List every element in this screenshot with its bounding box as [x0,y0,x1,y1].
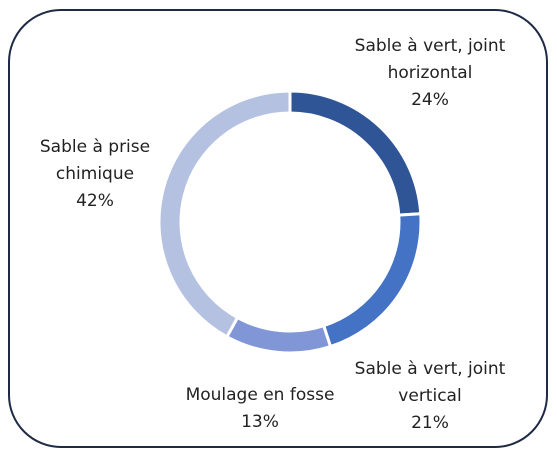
category-label: Moulage en fosse [185,385,335,405]
data-label: Sable à vert, joint horizontal 24% [330,33,530,114]
data-label: Sable à prise chimique 42% [5,134,185,215]
category-label: Sable à vert, joint vertical [354,359,506,406]
category-label: Sable à vert, joint horizontal [354,36,506,83]
data-label: Sable à vert, joint vertical 21% [330,356,530,437]
value-label: 42% [76,191,114,211]
donut-segment [157,89,292,339]
chart-border [8,9,548,448]
data-label: Moulage en fosse 13% [160,382,360,436]
value-label: 24% [411,90,449,110]
value-label: 21% [411,413,449,433]
category-label: Sable à prise chimique [39,137,151,184]
value-label: 13% [241,412,279,432]
